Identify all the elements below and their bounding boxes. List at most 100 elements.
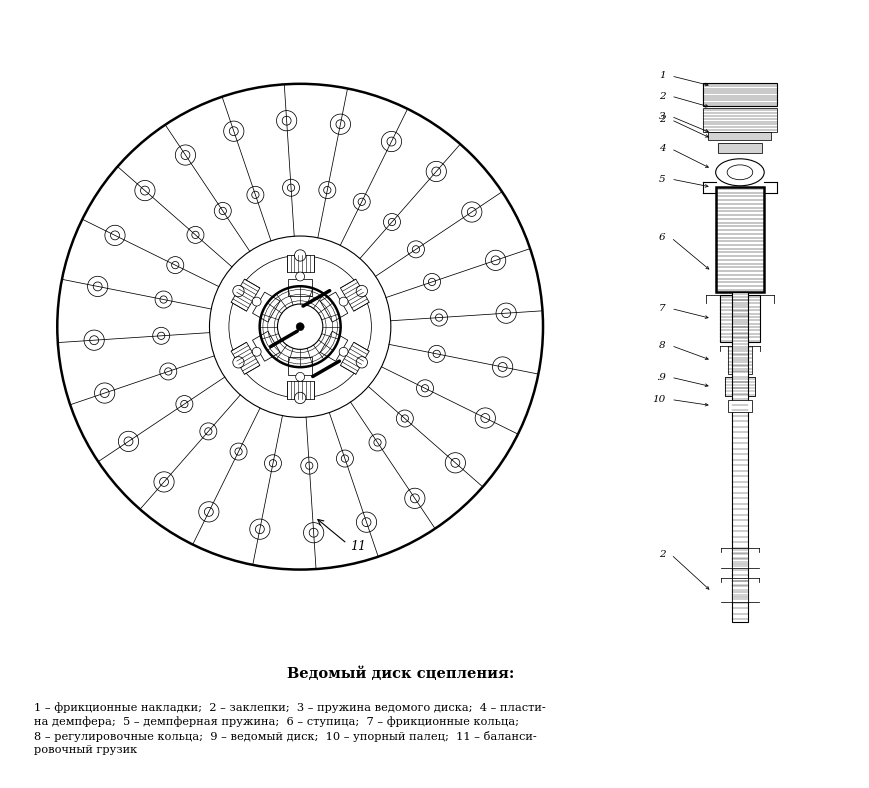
Text: 6: 6	[659, 233, 665, 242]
Circle shape	[229, 127, 238, 136]
Bar	[727, 346, 751, 374]
Circle shape	[467, 207, 475, 217]
Circle shape	[368, 434, 386, 451]
Circle shape	[353, 193, 370, 210]
Bar	[731, 548, 747, 568]
Circle shape	[252, 297, 261, 306]
Bar	[724, 377, 754, 396]
Bar	[707, 132, 771, 140]
Circle shape	[181, 151, 189, 159]
Circle shape	[171, 262, 179, 269]
Circle shape	[383, 214, 400, 231]
Bar	[702, 108, 776, 132]
Circle shape	[362, 518, 370, 526]
Circle shape	[416, 380, 433, 397]
Circle shape	[339, 297, 348, 306]
Circle shape	[330, 114, 350, 134]
Circle shape	[294, 392, 306, 403]
Circle shape	[164, 368, 172, 375]
Circle shape	[435, 314, 442, 322]
Polygon shape	[231, 279, 260, 311]
Circle shape	[235, 448, 242, 455]
Circle shape	[501, 309, 510, 318]
Text: 2: 2	[659, 550, 665, 559]
Circle shape	[387, 137, 395, 146]
Circle shape	[423, 273, 440, 291]
Circle shape	[176, 396, 193, 413]
Circle shape	[259, 286, 341, 367]
Circle shape	[401, 414, 408, 422]
Circle shape	[492, 357, 512, 377]
Circle shape	[124, 437, 133, 446]
Circle shape	[305, 462, 313, 470]
Circle shape	[356, 512, 376, 533]
Polygon shape	[287, 255, 313, 273]
Circle shape	[431, 167, 441, 176]
Circle shape	[282, 179, 299, 196]
Circle shape	[277, 304, 322, 349]
Circle shape	[191, 231, 199, 239]
Circle shape	[204, 428, 212, 435]
Circle shape	[204, 507, 213, 516]
Circle shape	[264, 455, 282, 472]
Circle shape	[95, 383, 115, 403]
Bar	[717, 143, 761, 154]
Circle shape	[450, 459, 460, 467]
Circle shape	[214, 203, 231, 219]
Text: 5: 5	[659, 175, 665, 184]
Circle shape	[303, 522, 323, 543]
Circle shape	[308, 528, 318, 537]
Text: Ведомый диск сцепления:: Ведомый диск сцепления:	[287, 667, 514, 682]
Circle shape	[93, 282, 102, 291]
Bar	[719, 295, 760, 342]
Bar	[724, 377, 754, 396]
Circle shape	[187, 226, 203, 243]
Circle shape	[167, 257, 183, 273]
Circle shape	[159, 478, 169, 486]
Circle shape	[160, 296, 167, 303]
Circle shape	[135, 180, 155, 201]
Circle shape	[355, 285, 367, 297]
Circle shape	[160, 363, 176, 380]
Circle shape	[485, 251, 505, 270]
Circle shape	[339, 348, 348, 356]
Circle shape	[249, 519, 269, 539]
Circle shape	[294, 250, 306, 261]
Polygon shape	[340, 279, 368, 311]
Circle shape	[358, 198, 365, 206]
Text: 1: 1	[659, 72, 665, 80]
Circle shape	[219, 207, 226, 214]
Circle shape	[410, 494, 419, 503]
Circle shape	[252, 348, 261, 356]
Circle shape	[474, 408, 494, 428]
Polygon shape	[340, 342, 368, 374]
Circle shape	[295, 272, 304, 281]
Bar	[731, 578, 747, 602]
Circle shape	[247, 186, 263, 203]
Text: 8: 8	[659, 341, 665, 350]
Circle shape	[233, 357, 244, 368]
Circle shape	[105, 225, 125, 246]
Bar	[702, 83, 776, 106]
Circle shape	[269, 459, 276, 467]
Text: 10: 10	[652, 395, 665, 404]
Bar	[715, 187, 763, 292]
Text: 7: 7	[659, 304, 665, 313]
Circle shape	[140, 186, 149, 195]
Circle shape	[498, 362, 507, 371]
Text: 3: 3	[659, 112, 665, 121]
Polygon shape	[287, 381, 313, 399]
Circle shape	[84, 330, 104, 351]
Text: 1 – фрикционные накладки;  2 – заклепки;  3 – пружина ведомого диска;  4 – пласт: 1 – фрикционные накладки; 2 – заклепки; …	[34, 702, 546, 755]
Text: .9: .9	[655, 373, 665, 381]
Circle shape	[200, 423, 216, 440]
Circle shape	[176, 145, 196, 165]
Circle shape	[301, 457, 317, 474]
Circle shape	[223, 121, 243, 141]
Circle shape	[336, 450, 353, 467]
Circle shape	[396, 410, 413, 427]
Circle shape	[295, 322, 304, 331]
Circle shape	[251, 191, 259, 199]
Circle shape	[335, 120, 344, 128]
Circle shape	[100, 388, 109, 397]
